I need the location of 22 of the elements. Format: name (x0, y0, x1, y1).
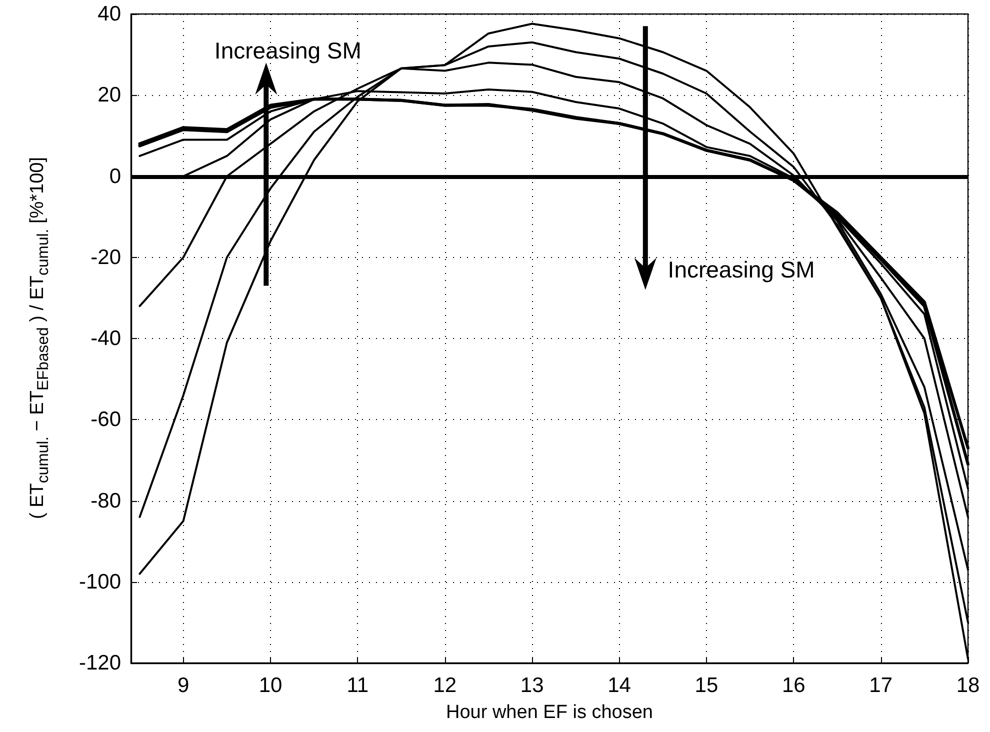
x-tick-label: 12 (433, 674, 457, 697)
y-tick-label: -40 (90, 327, 121, 350)
annotation: Increasing SM (668, 256, 815, 284)
x-tick-label: 16 (782, 674, 806, 697)
x-tick-label: 11 (346, 674, 369, 697)
x-tick-label: 10 (258, 674, 282, 697)
x-tick-label: 13 (520, 674, 544, 697)
x-tick-label: 9 (177, 674, 190, 697)
y-tick-label: -100 (78, 570, 121, 594)
y-tick-label: -20 (90, 246, 121, 269)
x-tick-label: 17 (869, 674, 892, 697)
x-tick-label: 14 (608, 674, 632, 697)
x-tick-label: 18 (956, 674, 980, 697)
y-tick-label: 20 (98, 84, 121, 107)
y-tick-label: 0 (109, 164, 121, 188)
x-tick-label: 15 (694, 674, 718, 697)
x-axis-title: Hour when EF is chosen (446, 702, 653, 723)
y-tick-label: -80 (90, 489, 121, 512)
y-tick-label: 40 (98, 2, 121, 26)
annotation: Increasing SM (214, 37, 362, 64)
y-tick-label: -120 (78, 652, 121, 674)
y-tick-label: -60 (90, 408, 121, 432)
